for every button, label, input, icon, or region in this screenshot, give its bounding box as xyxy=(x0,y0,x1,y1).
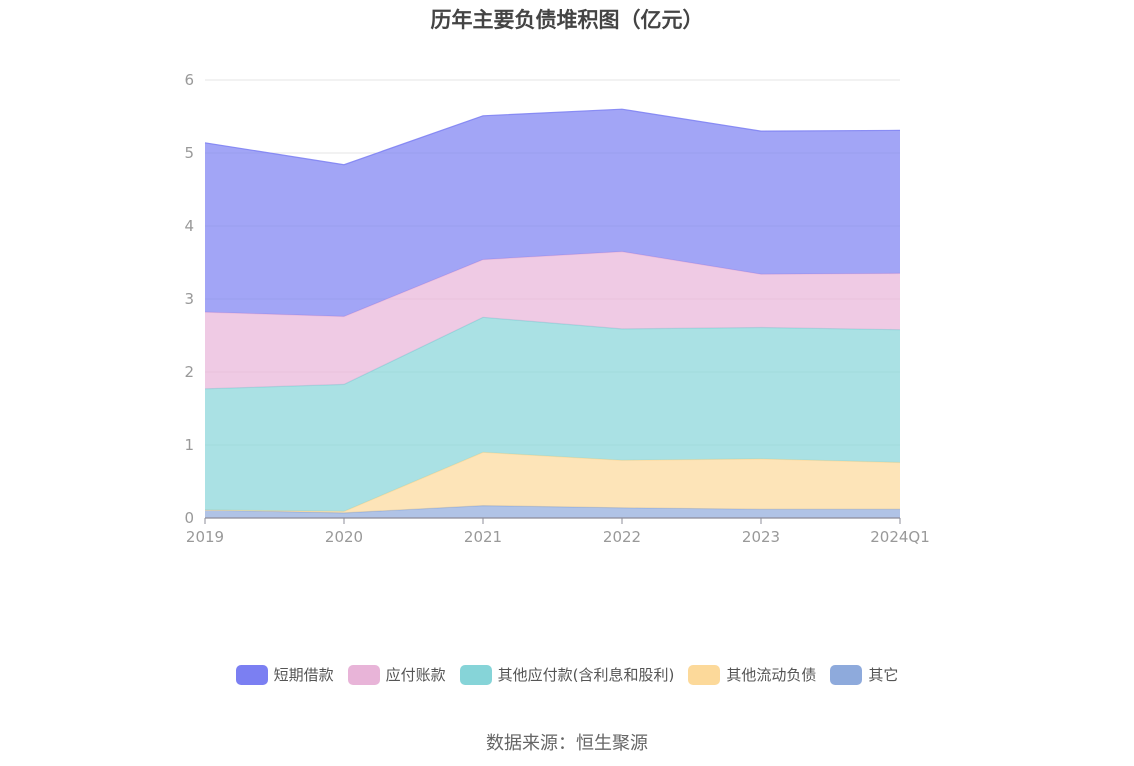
area-series-1 xyxy=(205,452,900,513)
x-tick-label: 2020 xyxy=(325,528,363,546)
legend-item-accounts-payable[interactable]: 应付账款 xyxy=(347,664,446,685)
y-tick-label: 5 xyxy=(184,144,194,162)
stacked-area-chart: 0 1 2 3 4 5 6 2019 2020 2021 2022 2023 2024Q1 xyxy=(184,71,929,546)
legend-item-other-current-liabilities[interactable]: 其他流动负债 xyxy=(688,664,816,685)
y-tick-label: 6 xyxy=(184,71,194,89)
x-tick-label: 2024Q1 xyxy=(870,528,930,546)
area-series xyxy=(204,108,901,518)
x-tick-label: 2023 xyxy=(742,528,780,546)
axes: 0 1 2 3 4 5 6 2019 2020 2021 2022 2023 2024Q1 xyxy=(184,71,929,546)
area-series-line-4 xyxy=(204,108,901,166)
y-tick-label: 2 xyxy=(184,363,194,381)
area-series-2 xyxy=(205,317,900,512)
legend-label: 其他应付款(含利息和股利) xyxy=(497,666,675,684)
x-tick-label: 2022 xyxy=(603,528,641,546)
chart-title: 历年主要负债堆积图（亿元） xyxy=(430,8,704,32)
area-series-3 xyxy=(205,251,900,389)
legend-label: 短期借款 xyxy=(273,666,334,684)
x-tick-label: 2019 xyxy=(186,528,224,546)
legend-label: 应付账款 xyxy=(385,666,446,684)
y-tick-label: 1 xyxy=(184,436,194,454)
legend-item-other-payables[interactable]: 其他应付款(含利息和股利) xyxy=(459,664,675,685)
legend-swatch xyxy=(459,664,492,685)
legend-item-other[interactable]: 其它 xyxy=(830,664,898,685)
data-source: 数据来源：恒生聚源 xyxy=(486,733,648,754)
legend-swatch xyxy=(235,664,268,685)
y-tick-label: 4 xyxy=(184,217,194,235)
legend-swatch xyxy=(830,664,863,685)
legend-label: 其它 xyxy=(868,666,899,684)
legend-swatch xyxy=(347,664,380,685)
legend-item-short-term-loans[interactable]: 短期借款 xyxy=(235,664,334,685)
legend-swatch xyxy=(688,664,721,685)
x-tick-label: 2021 xyxy=(464,528,502,546)
y-tick-label: 0 xyxy=(184,509,194,527)
legend: 短期借款 应付账款 其他应付款(含利息和股利) 其他流动负债 其它 xyxy=(0,664,1134,685)
area-series-4 xyxy=(205,109,900,317)
area-series-0 xyxy=(205,505,900,518)
legend-label: 其他流动负债 xyxy=(726,666,817,684)
y-tick-label: 3 xyxy=(184,290,194,308)
